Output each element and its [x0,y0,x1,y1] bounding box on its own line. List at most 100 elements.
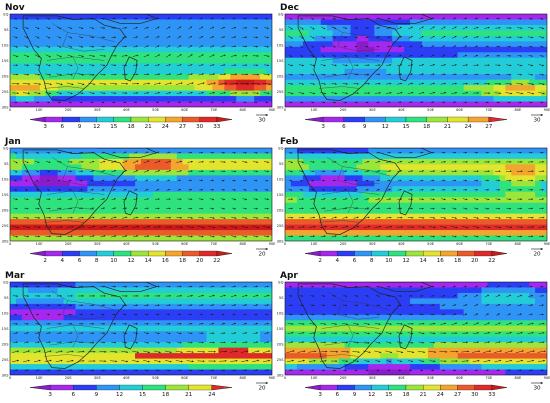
lat-tick-label: 10S [277,43,285,47]
map-frame [9,281,273,376]
colorbar-tick-label: 24 [162,124,170,130]
lon-tick-label: 30E [369,242,377,246]
madagascar-coastline [398,324,413,350]
lon-tick-label: 40E [398,108,406,112]
colorbar-tick-label: 8 [370,258,374,264]
lon-tick-label: 10E [311,376,319,380]
lon-tick-label: 40E [123,376,131,380]
colorbar-tick-label: 2 [43,258,47,264]
wind-vectors [11,17,271,104]
colorbar-tick-label: 14 [420,258,428,264]
colorbar-tick-label: 10 [385,258,393,264]
colorbar: 3 6 9 12 15 18 21 24 27 30 33 [304,384,508,398]
reference-vector-label: 30 [533,386,541,392]
arabia-coastline [371,282,433,292]
colorbar-tick-label: 21 [145,124,153,130]
lon-tick-label: 10E [36,242,44,246]
map-frame [284,147,548,242]
lon-tick-label: 70E [485,108,493,112]
lat-tick-label: 25S [277,90,285,94]
lat-tick-label: EQ [278,280,283,284]
madagascar-coastline [398,56,413,82]
wind-vectors [286,285,546,372]
lon-tick-label: 70E [485,242,493,246]
lon-tick-label: 50E [152,108,160,112]
colorbar-tick-label: 6 [72,392,76,398]
lon-tick-label: 60E [181,242,189,246]
lon-tick-label: 50E [152,376,160,380]
colorbar-tick-label: 16 [162,258,170,264]
wind-speed-field [285,282,547,375]
wind-speed-field [10,282,272,375]
colorbar-tick-label: 12 [116,392,123,398]
lat-tick-label: 15S [2,59,10,63]
wind-vectors [287,17,545,104]
lat-tick-label: 10S [2,177,10,181]
country-border [62,180,105,186]
lon-tick-label: 0 [9,108,12,112]
lon-tick-label: 80E [514,242,522,246]
country-border [67,166,115,177]
lon-tick-label: 70E [210,242,218,246]
lat-tick-label: 20S [277,208,285,212]
lon-tick-label: 50E [427,242,435,246]
colorbar: 3 6 9 12 15 18 21 24 27 [304,116,508,130]
colorbar-tick-label: 22 [488,258,495,264]
lat-tick-label: 5S [4,28,9,32]
lon-tick-label: 40E [123,242,131,246]
lat-tick-label: 20S [2,74,10,78]
arabia-coastline [371,148,433,158]
lat-tick-label: 5S [4,162,9,166]
reference-vector-label: 20 [533,252,541,258]
map-frame [9,13,273,108]
country-border [342,166,390,177]
lat-tick-label: 10S [2,43,10,47]
lat-tick-label: 5S [4,296,9,300]
colorbar-tick-label: 9 [78,124,82,130]
lat-tick-label: 20S [2,208,10,212]
colorbar-tick-label: 9 [353,392,357,398]
colorbar-tick-label: 20 [471,258,479,264]
lat-tick-label: EQ [3,280,8,284]
colorbar-tick-label: 27 [485,124,493,130]
wind-speed-field [285,14,547,107]
panel-title: Apr [280,271,298,281]
country-border [319,86,359,89]
lat-tick-label: 30S [2,239,10,243]
lon-tick-label: 30E [94,376,102,380]
lat-tick-label: 30S [277,373,285,377]
lon-tick-label: 0 [9,376,12,380]
lat-tick-label: 30S [277,105,285,109]
colorbar-tick-label: 9 [363,124,367,130]
wind-speed-field [10,148,272,241]
colorbar-tick-label: 3 [48,392,52,398]
colorbar-tick-label: 18 [423,124,431,130]
colorbar-tick-label: 12 [402,258,409,264]
lon-tick-label: 50E [152,242,160,246]
lon-tick-label: 10E [36,108,44,112]
lon-tick-label: 10E [311,242,319,246]
colorbar-tick-label: 15 [110,124,118,130]
lon-tick-label: 60E [456,108,464,112]
lat-tick-label: 10S [277,311,285,315]
colorbar-tick-label: 33 [213,124,221,130]
country-border [44,86,84,89]
lat-tick-label: 5S [279,28,284,32]
colorbar-tick-label: 10 [110,258,118,264]
lon-tick-label: 0 [284,108,287,112]
lon-tick-label: 80E [239,242,247,246]
lon-tick-label: 40E [398,242,406,246]
wind-speed-field [285,148,547,241]
colorbar-tick-label: 16 [437,258,445,264]
colorbar-tick-label: 12 [93,124,100,130]
country-border [337,314,380,320]
colorbar-tick-label: 3 [318,392,322,398]
lon-tick-label: 90E [544,376,550,380]
lon-tick-label: 50E [427,376,435,380]
colorbar-tick-label: 27 [454,392,462,398]
lat-tick-label: 25S [2,224,10,228]
colorbar-tick-label: 6 [61,124,65,130]
lat-tick-label: EQ [3,12,8,16]
colorbar-tick-label: 18 [402,392,410,398]
